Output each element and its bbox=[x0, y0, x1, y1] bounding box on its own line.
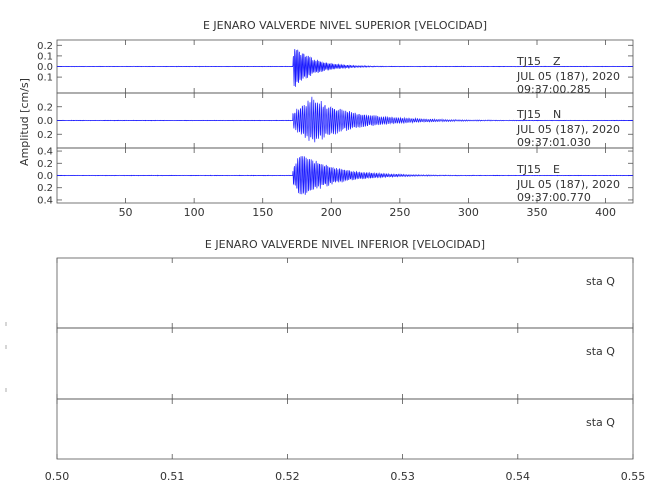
upper-y-tick-label: 0.1 bbox=[37, 73, 53, 84]
upper-x-tick-label: 150 bbox=[252, 206, 273, 219]
lower-panel-1: sta Q bbox=[56, 257, 634, 329]
station-label: TJ15 bbox=[516, 55, 541, 68]
upper-chart-x-axis: 50 100 150 200 250 300 350 400 bbox=[119, 206, 616, 219]
lower-x-tick-label: 0.55 bbox=[621, 470, 646, 483]
station-label: TJ15 bbox=[516, 108, 541, 121]
upper-waveform-trace bbox=[56, 96, 634, 143]
upper-x-tick-label: 50 bbox=[119, 206, 133, 219]
upper-chart-y-axis-label: Amplitud [cm/s] bbox=[18, 78, 31, 166]
upper-y-tick-label: 0.0 bbox=[37, 116, 53, 127]
upper-waveform-trace bbox=[57, 156, 634, 195]
upper-y-tick-label: 0.2 bbox=[37, 102, 53, 113]
channel-label: E bbox=[553, 163, 560, 176]
date-label: JUL 05 (187), 2020 bbox=[516, 178, 620, 191]
lower-x-tick-label: 0.54 bbox=[506, 470, 531, 483]
lower-x-tick-label: 0.53 bbox=[390, 470, 415, 483]
upper-x-tick-label: 100 bbox=[184, 206, 205, 219]
upper-x-tick-label: 200 bbox=[321, 206, 342, 219]
upper-x-tick-label: 250 bbox=[389, 206, 410, 219]
upper-x-tick-label: 350 bbox=[527, 206, 548, 219]
upper-y-tick-label: 0.2 bbox=[37, 41, 53, 52]
lower-panel-3: sta Q bbox=[56, 398, 634, 460]
lower-panel-2: sta Q bbox=[56, 327, 634, 400]
lower-x-tick-label: 0.50 bbox=[45, 470, 70, 483]
lower-x-tick-label: 0.52 bbox=[275, 470, 300, 483]
upper-panel-2: 0.2 0.0 0.2 TJ15 N JUL 05 (187), 202009:37:01… bbox=[37, 92, 634, 149]
upper-y-tick-label: 0.2 bbox=[37, 159, 53, 170]
lower-chart-title: E JENARO VALVERDE NIVEL INFERIOR [VELOCI… bbox=[205, 238, 485, 251]
channel-label: N bbox=[553, 108, 561, 121]
date-label: JUL 05 (187), 2020 bbox=[516, 123, 620, 136]
station-placeholder-label: sta Q bbox=[586, 275, 615, 288]
lower-x-tick-label: 0.51 bbox=[160, 470, 185, 483]
upper-chart-title: E JENARO VALVERDE NIVEL SUPERIOR [VELOCI… bbox=[203, 19, 487, 32]
upper-y-tick-label: 0.2 bbox=[37, 130, 53, 141]
lower-panel-frame bbox=[56, 327, 634, 400]
upper-x-tick-label: 300 bbox=[458, 206, 479, 219]
time-label: 09:37:00.285 bbox=[517, 83, 591, 96]
lower-chart-panels: sta Q sta Q sta Q bbox=[5, 257, 634, 460]
upper-waveform-trace bbox=[56, 48, 633, 87]
time-label: 09:37:01.030 bbox=[517, 136, 591, 149]
upper-chart: E JENARO VALVERDE NIVEL SUPERIOR [VELOCI… bbox=[18, 19, 634, 219]
station-placeholder-label: sta Q bbox=[586, 416, 615, 429]
lower-panel-frame bbox=[56, 257, 634, 329]
station-placeholder-label: sta Q bbox=[586, 345, 615, 358]
station-label: TJ15 bbox=[516, 163, 541, 176]
upper-y-tick-label: 0.0 bbox=[37, 62, 53, 73]
lower-chart-x-axis: 0.50 0.51 0.52 0.53 0.54 0.55 bbox=[45, 470, 646, 483]
date-label: JUL 05 (187), 2020 bbox=[516, 70, 620, 83]
upper-y-tick-label: 0.1 bbox=[37, 51, 53, 62]
lower-panel-frame bbox=[56, 398, 634, 460]
upper-y-tick-label: 0.4 bbox=[37, 195, 53, 206]
lower-chart: E JENARO VALVERDE NIVEL INFERIOR [VELOCI… bbox=[5, 238, 646, 483]
time-label: 09:37:00.770 bbox=[517, 191, 591, 204]
upper-x-tick-label: 400 bbox=[595, 206, 616, 219]
upper-y-tick-label: 0.4 bbox=[37, 147, 53, 158]
upper-y-tick-label: 0.0 bbox=[37, 171, 53, 182]
channel-label: Z bbox=[553, 55, 561, 68]
upper-y-tick-label: 0.2 bbox=[37, 183, 53, 194]
